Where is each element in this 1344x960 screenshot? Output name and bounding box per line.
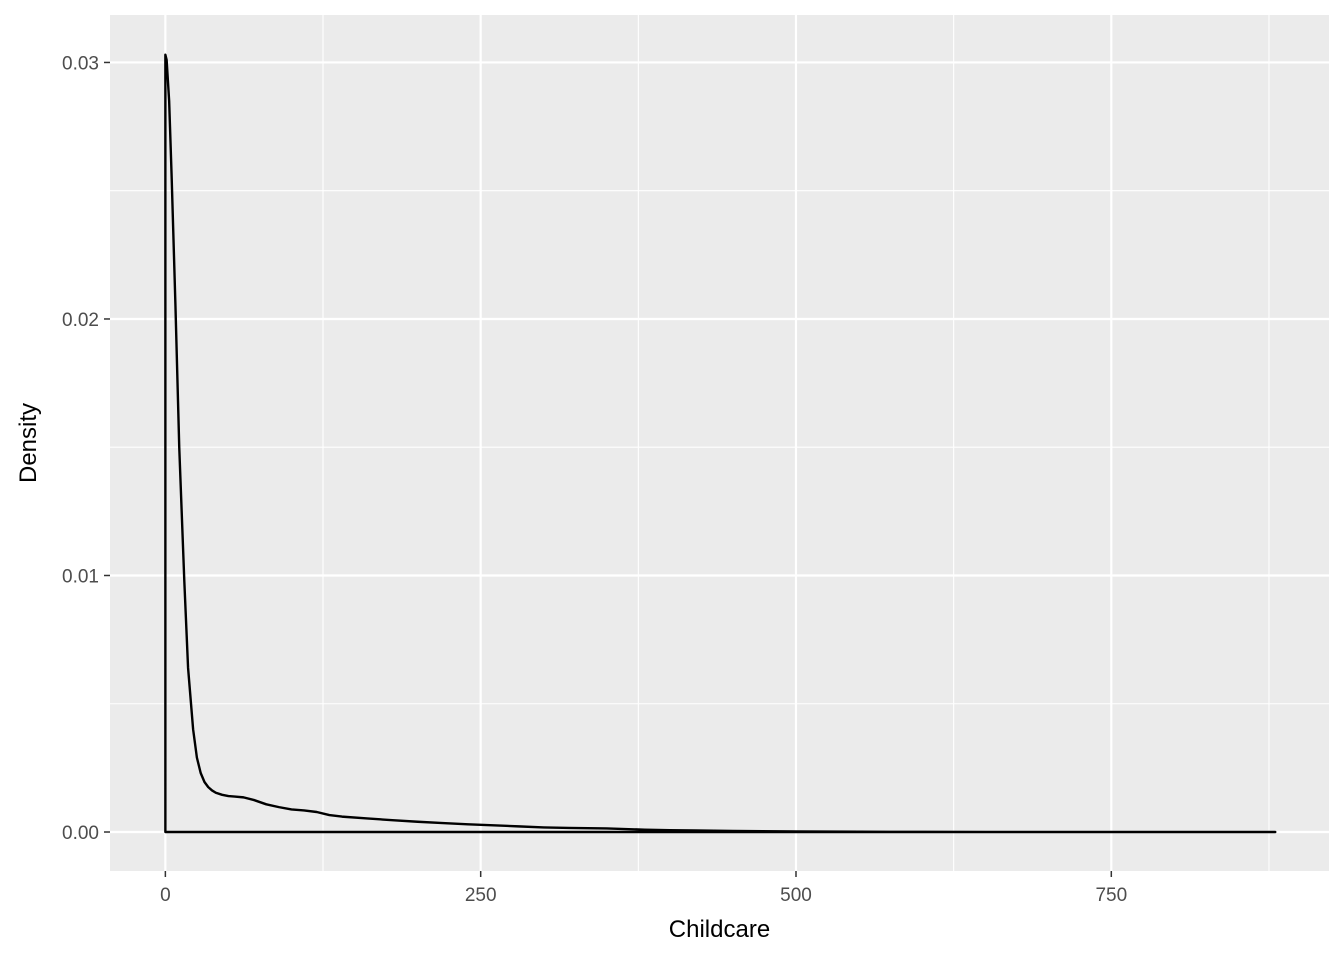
x-axis-title: Childcare (669, 916, 770, 943)
y-tick-label: 0.02 (62, 310, 99, 331)
x-tick-label: 500 (780, 885, 812, 906)
x-tick-label: 0 (160, 885, 171, 906)
minor-gridlines (110, 15, 1329, 871)
density-series (164, 53, 1277, 834)
plot-panel (110, 15, 1329, 871)
y-axis-ticks: 0.00 0.01 0.02 0.03 (62, 53, 110, 844)
x-tick-label: 750 (1095, 885, 1127, 906)
x-tick-label: 250 (465, 885, 497, 906)
y-tick-label: 0.01 (62, 566, 99, 587)
x-axis-ticks: 0 250 500 750 (160, 871, 1127, 906)
y-tick-label: 0.00 (62, 823, 99, 844)
y-axis-title: Density (15, 403, 42, 483)
y-tick-label: 0.03 (62, 53, 99, 74)
density-line-0 (164, 53, 1277, 834)
